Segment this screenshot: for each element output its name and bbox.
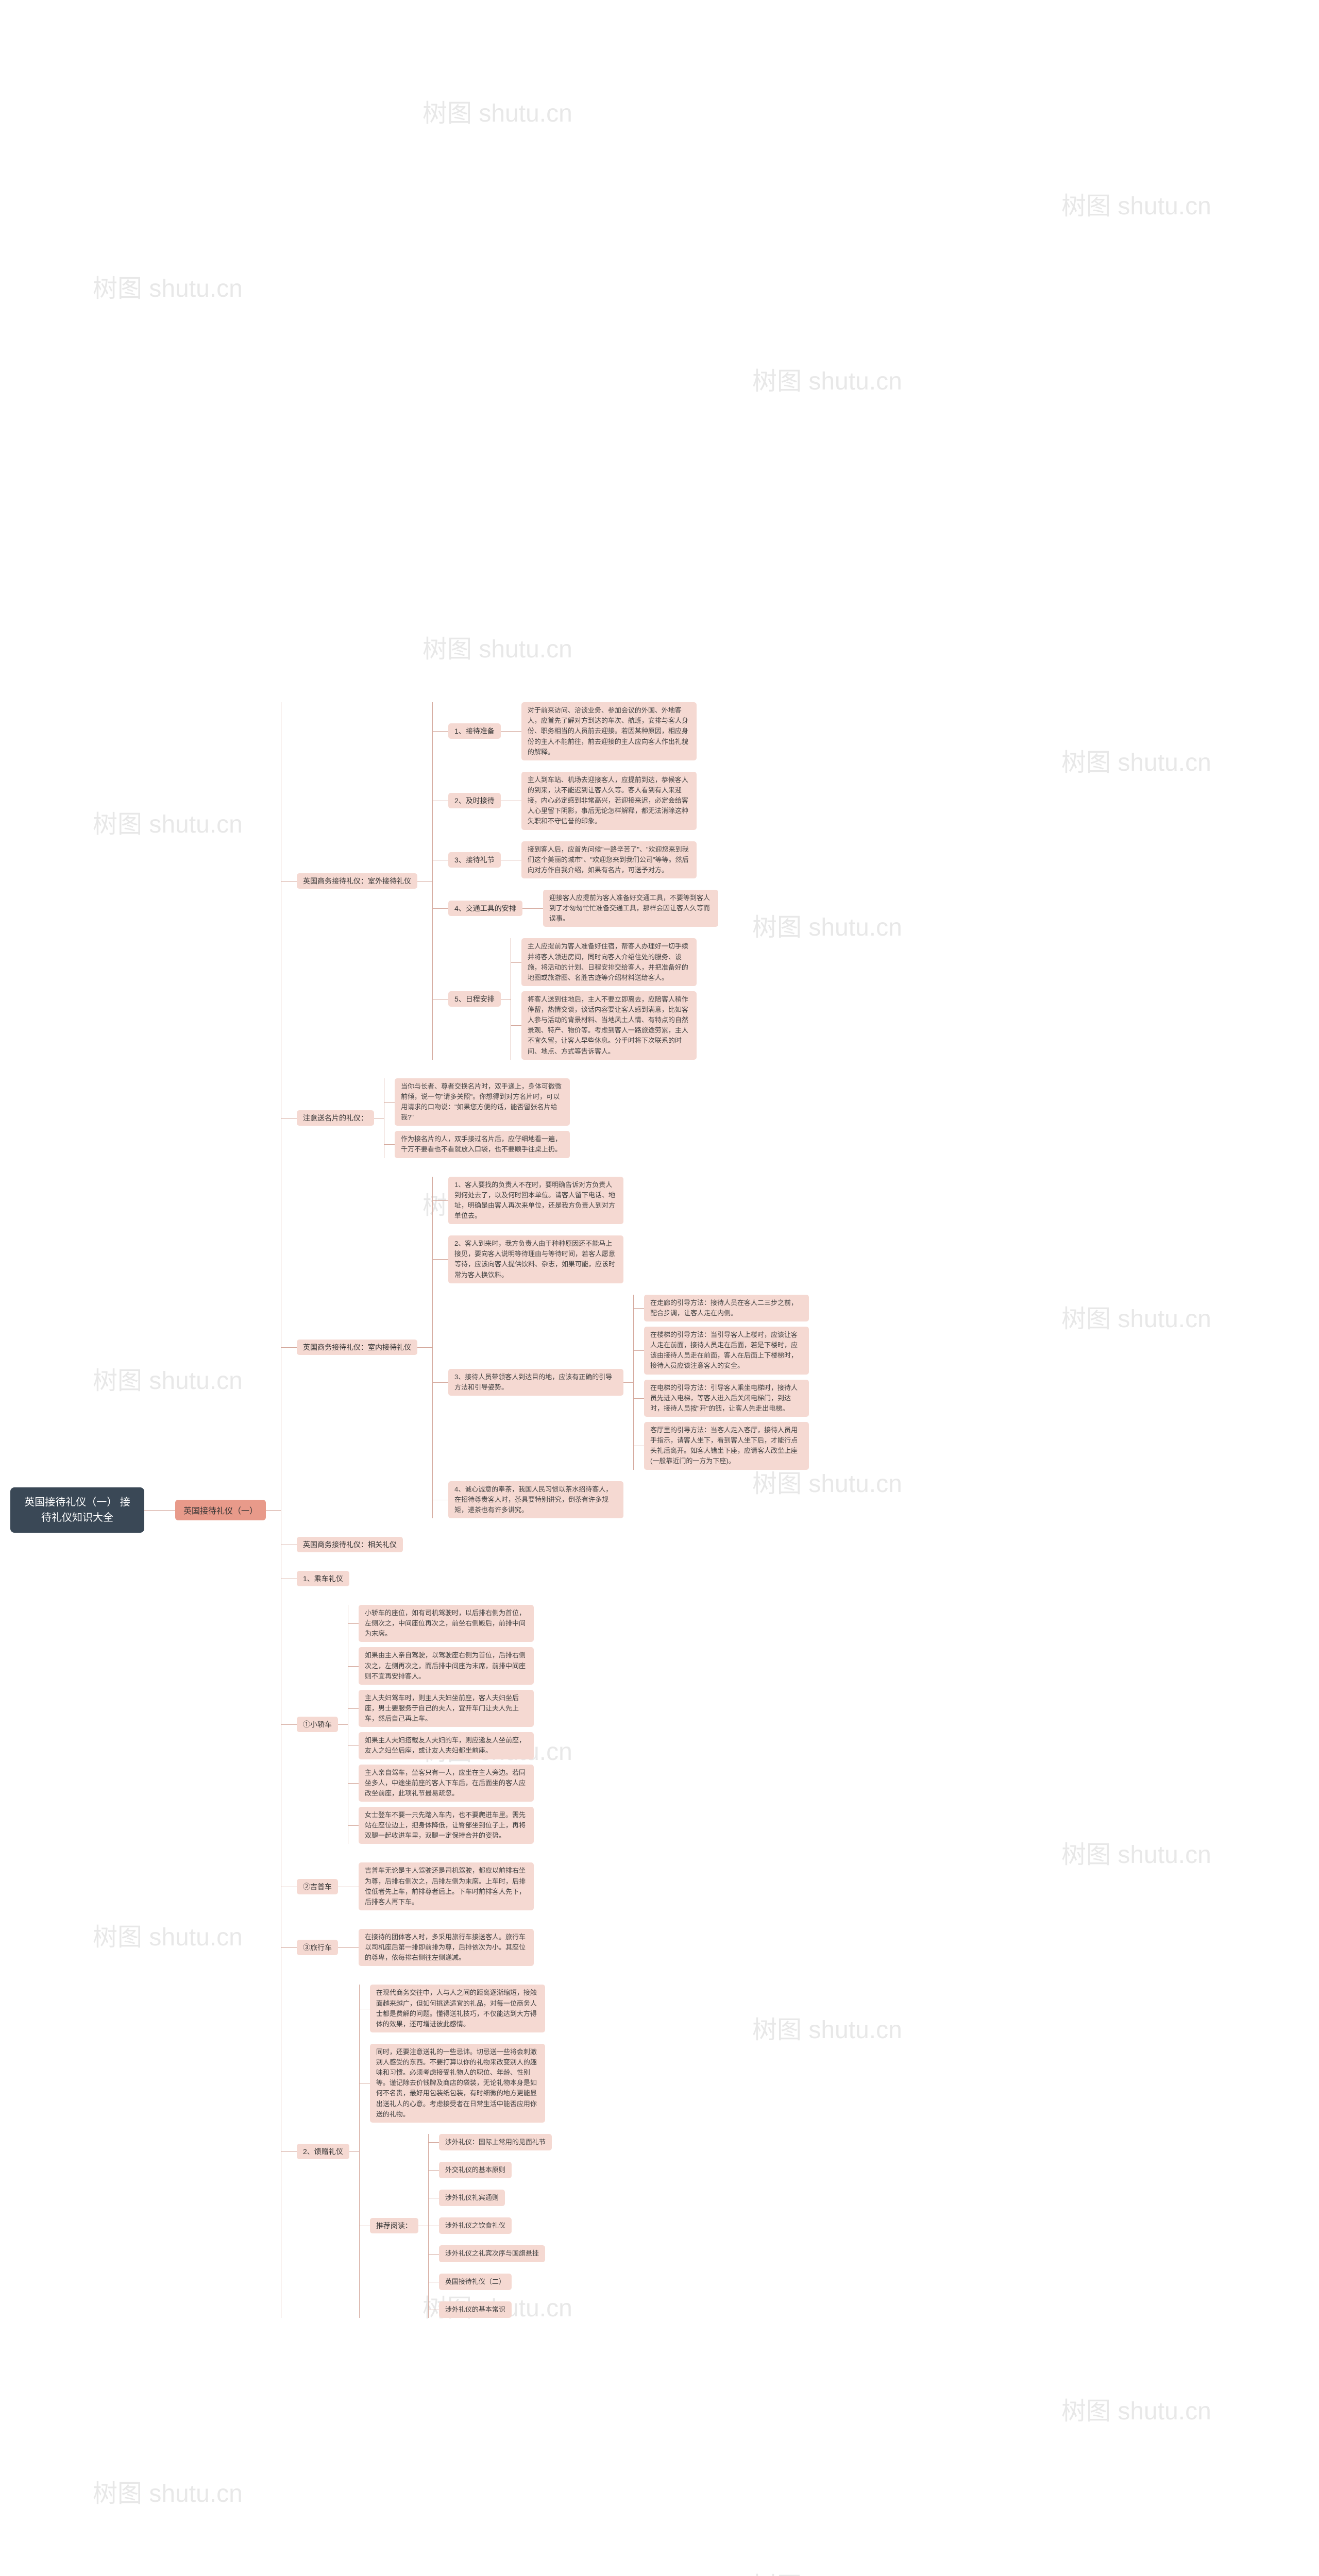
s1-item-5-text1: 主人应提前为客人准备好住宿，帮客人办理好一切手续并将客人领进房间，同时向客人介绍… <box>521 938 697 986</box>
card-text-1: 当你与长者、尊者交换名片时，双手递上，身体可微微前倾，说一句"请多关照"。你想得… <box>395 1078 570 1126</box>
car-item-c: 主人夫妇驾车时，则主人夫妇坐前座，客人夫妇坐后座，男士要服务于自己的夫人，宜开车… <box>359 1690 534 1727</box>
recommended-reading: 推荐阅读： <box>370 2218 418 2233</box>
gift-label: 2、馈赠礼仪 <box>297 2144 349 2159</box>
read-item-2: 涉外礼仪礼宾通则 <box>439 2190 505 2206</box>
s1-item-4: 4、交通工具的安排 <box>448 901 522 916</box>
car-item-e: 主人亲自驾车，坐客只有一人，应坐在主人旁边。若同坐多人，中途坐前座的客人下车后，… <box>359 1765 534 1802</box>
level1-node: 英国接待礼仪（一） <box>175 1500 266 1520</box>
jeep-label: ②吉普车 <box>297 1879 338 1894</box>
read-item-1: 外交礼仪的基本原则 <box>439 2162 512 2178</box>
s2-item-2: 2、客人到来时，我方负责人由于种种原因还不能马上接见，要向客人说明等待理由与等待… <box>448 1235 623 1283</box>
s1-item-2-text: 主人到车站、机场去迎接客人，应提前到达，恭候客人的到来，决不能迟到让客人久等。客… <box>521 772 697 830</box>
s1-item-5-text2: 将客人送到住地后，主人不要立即离去，应陪客人稍作停留，热情交谈，谈话内容要让客人… <box>521 991 697 1060</box>
car-item-f: 女士登车不要一只先踏入车内，也不要爬进车里。需先站在座位边上，把身体降低，让臀部… <box>359 1807 534 1844</box>
car-item-d: 如果主人夫妇搭载友人夫妇的车，则应邀友人坐前座，友人之妇坐后座，或让友人夫妇都坐… <box>359 1732 534 1759</box>
s1-item-3: 3、接待礼节 <box>448 852 501 868</box>
jeep-text: 吉普车无论是主人驾驶还是司机驾驶，都应以前排右坐为尊，后排右侧次之，后排左侧为末… <box>359 1862 534 1910</box>
mindmap-container: 英国接待礼仪（一） 接待礼仪知识大全 英国接待礼仪（一） 英国商务接待礼仪：室外… <box>0 0 1319 2576</box>
read-item-3: 涉外礼仪之饮食礼仪 <box>439 2217 512 2234</box>
read-list: 涉外礼仪：国际上常用的见面礼节外交礼仪的基本原则涉外礼仪礼宾通则涉外礼仪之饮食礼… <box>439 2134 552 2318</box>
s2-item-3-sub3: 在电梯的引导方法：引导客人乘坐电梯时，接待人员先进入电梯，等客人进入后关闭电梯门… <box>644 1380 809 1417</box>
s2-item-3-sub4: 客厅里的引导方法：当客人走入客厅，接待人员用手指示，请客人坐下，看到客人坐下后，… <box>644 1422 809 1470</box>
s1-item-4-text: 迎接客人应提前为客人准备好交通工具，不要等到客人到了才匆匆忙忙准备交通工具，那样… <box>543 890 718 927</box>
card-etiquette: 注意送名片的礼仪： <box>297 1110 374 1126</box>
read-item-6: 涉外礼仪的基本常识 <box>439 2301 512 2318</box>
read-item-5: 英国接待礼仪（二） <box>439 2274 512 2290</box>
s2-item-1: 1、客人要找的负责人不在时，要明确告诉对方负责人到何处去了，以及何时回本单位。请… <box>448 1177 623 1225</box>
bus-label: ③旅行车 <box>297 1940 338 1955</box>
car-item-b: 如果由主人亲自驾驶，以驾驶座右侧为首位，后排右侧次之，左侧再次之，而后排中间座为… <box>359 1647 534 1684</box>
card-text-2: 作为接名片的人，双手接过名片后，应仔细地看一遍，千万不要看也不看就放入口袋，也不… <box>395 1131 570 1158</box>
bus-text: 在接待的团体客人时，多采用旅行车接送客人。旅行车以司机座后第一排即前排为尊，后排… <box>359 1929 534 1966</box>
s2-item-3-sub1: 在走廊的引导方法：接待人员在客人二三步之前，配合步调，让客人走在内侧。 <box>644 1295 809 1321</box>
root-node: 英国接待礼仪（一） 接待礼仪知识大全 <box>10 1487 144 1533</box>
gift-text-1: 在现代商务交往中，人与人之间的距离逐渐缩短，接触面越来越广，但如何挑选适宜的礼品… <box>370 1985 545 2032</box>
s1-item-1: 1、接待准备 <box>448 723 501 739</box>
section-indoor: 英国商务接待礼仪：室内接待礼仪 <box>297 1340 417 1355</box>
section-related: 英国商务接待礼仪：相关礼仪 <box>297 1537 403 1552</box>
car-item-a: 小轿车的座位，如有司机驾驶时，以后排右侧为首位，左侧次之，中间座位再次之，前坐右… <box>359 1605 534 1642</box>
section-outdoor: 英国商务接待礼仪：室外接待礼仪 <box>297 873 417 889</box>
read-item-0: 涉外礼仪：国际上常用的见面礼节 <box>439 2134 552 2150</box>
s1-item-3-text: 接到客人后，应首先问候"一路辛苦了"、"欢迎您来到我们这个美丽的城市"、"欢迎您… <box>521 841 697 878</box>
s2-item-4: 4、诚心诚意的奉茶，我国人民习惯以茶水招待客人，在招待尊贵客人时，茶具要特别讲究… <box>448 1481 623 1518</box>
read-item-4: 涉外礼仪之礼宾次序与国旗悬挂 <box>439 2245 545 2262</box>
s1-item-2: 2、及时接待 <box>448 793 501 808</box>
s2-item-3-sub2: 在楼梯的引导方法：当引导客人上楼时，应该让客人走在前面，接待人员走在后面，若是下… <box>644 1327 809 1375</box>
ride-etiquette: 1、乘车礼仪 <box>297 1571 349 1586</box>
s2-item-3: 3、接待人员带领客人到达目的地，应该有正确的引导方法和引导姿势。 <box>448 1369 623 1396</box>
s1-item-1-text: 对于前来访问、洽谈业务、参加会议的外国、外地客人，应首先了解对方到达的车次、航班… <box>521 702 697 760</box>
car-label: ①小轿车 <box>297 1717 338 1732</box>
gift-text-2: 同时，还要注意送礼的一些忌讳。切忌送一些将会刺激别人感受的东西。不要打算以你的礼… <box>370 2044 545 2123</box>
s1-item-5: 5、日程安排 <box>448 991 501 1007</box>
